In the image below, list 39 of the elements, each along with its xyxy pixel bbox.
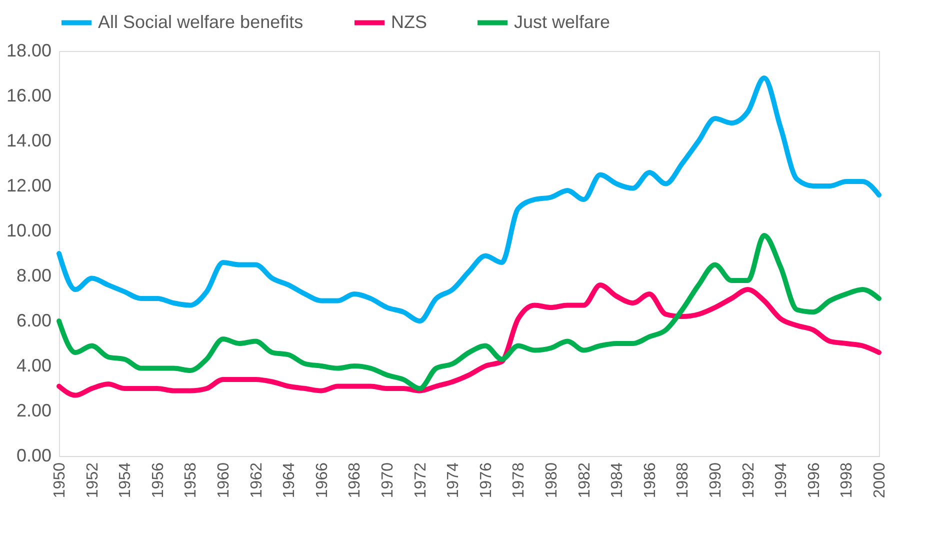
x-tick-label: 1968 xyxy=(346,462,364,498)
x-tick-label: 1978 xyxy=(510,462,528,498)
x-tick-label: 1952 xyxy=(84,462,102,498)
y-tick-label: 6.00 xyxy=(16,310,52,330)
x-tick-label: 1980 xyxy=(544,462,560,498)
y-tick-label: 0.00 xyxy=(16,446,52,466)
x-tick-label: 1976 xyxy=(478,462,495,498)
x-tick-label: 1950 xyxy=(52,462,68,498)
legend-label: All Social welfare benefits xyxy=(98,12,304,32)
y-tick-label: 2.00 xyxy=(16,400,52,420)
x-tick-label: 1998 xyxy=(838,462,856,498)
y-tick-label: 10.00 xyxy=(6,220,52,240)
y-tick-label: 8.00 xyxy=(16,266,52,286)
x-tick-label: 1990 xyxy=(708,462,724,498)
x-tick-label: 1992 xyxy=(740,462,758,498)
x-tick-label: 1954 xyxy=(117,462,134,498)
x-tick-label: 1964 xyxy=(281,462,298,498)
x-tick-label: 1970 xyxy=(380,462,396,498)
y-tick-label: 16.00 xyxy=(6,86,52,106)
x-tick-label: 1982 xyxy=(576,462,594,498)
x-tick-label: 1956 xyxy=(150,462,167,498)
x-tick-label: 1962 xyxy=(248,462,266,498)
x-tick-label: 1986 xyxy=(642,462,659,498)
legend-label: NZS xyxy=(391,12,427,32)
x-tick-label: 1984 xyxy=(609,462,626,498)
y-tick-label: 4.00 xyxy=(16,356,52,376)
x-tick-label: 1996 xyxy=(806,462,823,498)
x-tick-label: 1988 xyxy=(674,462,692,498)
legend-label: Just welfare xyxy=(514,12,610,32)
x-tick-label: 1972 xyxy=(412,462,430,498)
x-tick-label: 1994 xyxy=(773,462,790,498)
x-tick-label: 1958 xyxy=(182,462,200,498)
x-tick-label: 1966 xyxy=(314,462,331,498)
y-tick-label: 14.00 xyxy=(6,130,52,150)
y-tick-label: 18.00 xyxy=(6,40,52,60)
x-tick-label: 2000 xyxy=(872,462,888,498)
y-tick-label: 12.00 xyxy=(6,176,52,196)
x-tick-label: 1974 xyxy=(445,462,462,498)
x-tick-label: 1960 xyxy=(216,462,232,498)
